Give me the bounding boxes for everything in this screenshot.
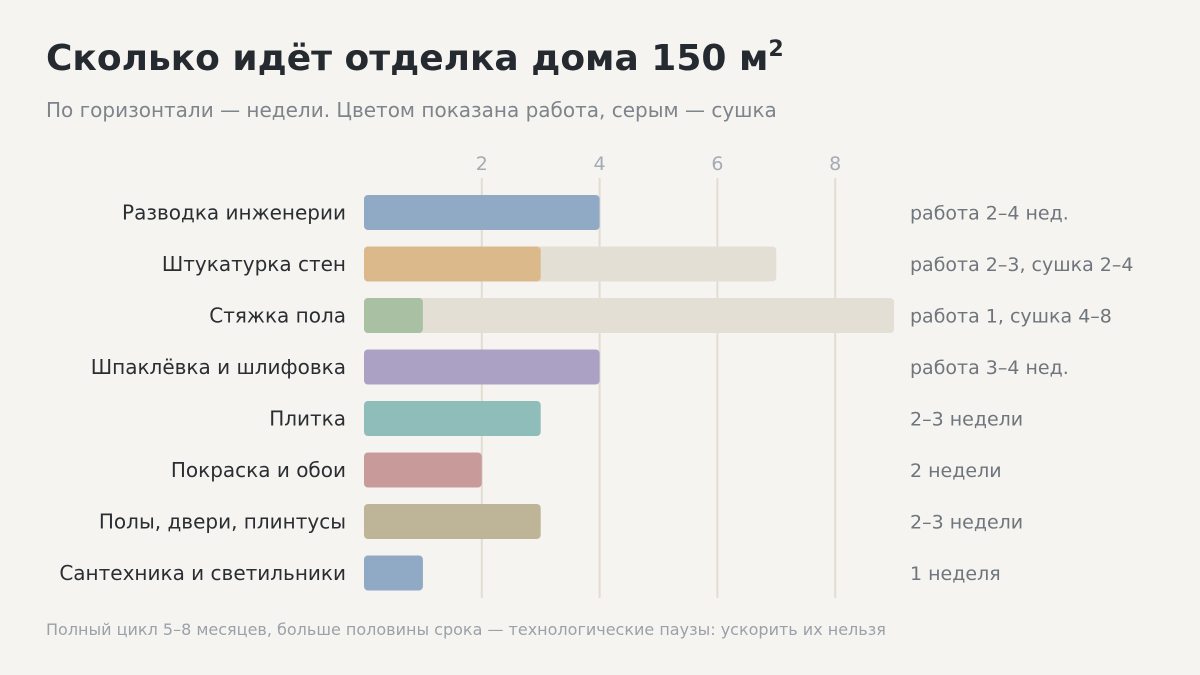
- annotation-label: работа 2–4 нед.: [910, 203, 1069, 225]
- work-bar: [364, 246, 541, 282]
- annotation-label: 1 неделя: [910, 563, 1001, 585]
- chart-title-superscript: 2: [768, 37, 784, 62]
- bars: [364, 195, 895, 591]
- category-labels: Разводка инженерии Штукатурка стен Стяжка …: [59, 201, 346, 586]
- annotation-label: работа 1, сушка 4–8: [910, 306, 1112, 328]
- annotation-label: работа 2–3, сушка 2–4: [910, 254, 1133, 276]
- work-bar: [364, 195, 600, 230]
- x-tick-label: 6: [711, 153, 723, 175]
- work-bar: [364, 298, 423, 333]
- annotation-label: 2–3 недели: [910, 512, 1023, 534]
- annotation-label: 2 недели: [910, 460, 1002, 482]
- work-bar: [364, 452, 482, 488]
- x-tick-label: 2: [476, 153, 488, 175]
- annotation-label: 2–3 недели: [910, 409, 1023, 431]
- work-bar: [364, 401, 541, 436]
- work-bar: [364, 555, 423, 591]
- category-label: Плитка: [269, 407, 346, 431]
- x-tick-label: 8: [829, 153, 841, 175]
- category-label: Покраска и обои: [171, 458, 346, 482]
- category-label: Сантехника и светильники: [59, 561, 346, 585]
- work-bar: [364, 504, 541, 539]
- x-tick-label: 4: [594, 153, 606, 175]
- chart-footnote: Полный цикл 5–8 месяцев, больше половины…: [46, 620, 886, 639]
- chart-title: Сколько идёт отделка дома 150 м2: [46, 38, 784, 79]
- annotation-label: работа 3–4 нед.: [910, 357, 1069, 379]
- drying-bar: [364, 298, 895, 333]
- chart-title-text: Сколько идёт отделка дома 150 м: [46, 38, 769, 79]
- x-axis-ticks: 2 4 6 8: [476, 153, 841, 175]
- chart-subtitle: По горизонтали — недели. Цветом показана…: [46, 98, 777, 122]
- category-label: Штукатурка стен: [162, 252, 346, 276]
- category-label: Шпаклёвка и шлифовка: [91, 355, 346, 379]
- work-bar: [364, 349, 600, 385]
- category-label: Разводка инженерии: [122, 201, 346, 225]
- annotation-labels: работа 2–4 нед. работа 2–3, сушка 2–4 рабо…: [910, 203, 1133, 586]
- category-label: Полы, двери, плинтусы: [99, 510, 346, 534]
- category-label: Стяжка пола: [209, 304, 346, 328]
